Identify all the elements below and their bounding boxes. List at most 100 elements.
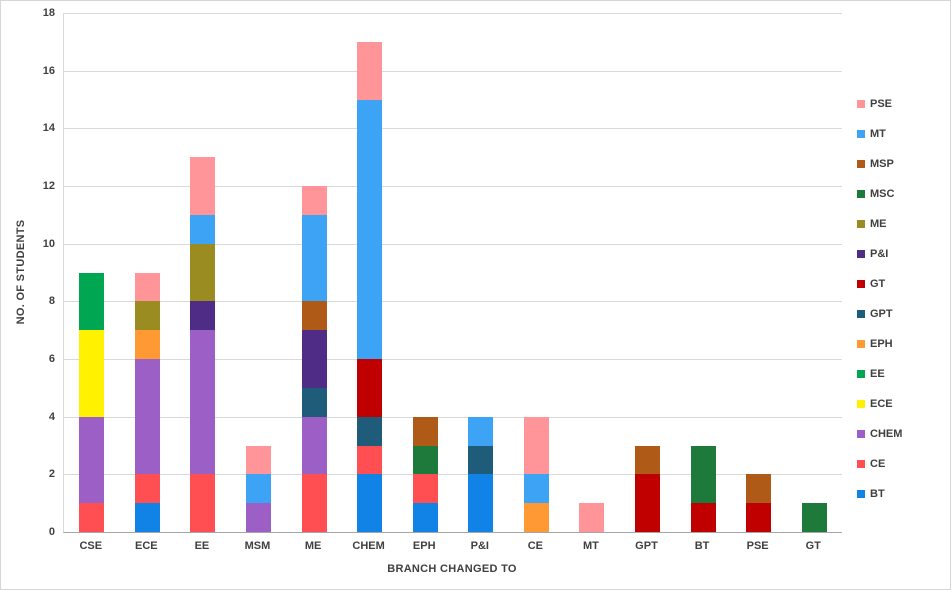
- legend-item-pse: PSE: [857, 89, 902, 119]
- bar-segment-pse-chem: [357, 41, 383, 100]
- x-tick-label-mt: MT: [582, 540, 599, 552]
- bar-segment-gpt-chem: [357, 416, 383, 446]
- legend-swatch-icon: [857, 280, 865, 288]
- legend-label: CHEM: [870, 428, 903, 440]
- bar-segment-msc-bt: [690, 445, 716, 504]
- bar-segment-msc-gt: [801, 503, 827, 532]
- bar-segment-gt-pse: [746, 503, 772, 532]
- bar-segment-msp-eph: [412, 416, 438, 446]
- gridline: [64, 13, 842, 14]
- legend-swatch-icon: [857, 130, 865, 138]
- legend-label: MSC: [870, 188, 895, 200]
- legend-label: MSP: [870, 158, 894, 170]
- legend-swatch-icon: [857, 100, 865, 108]
- x-tick-label-pi: P&I: [470, 540, 489, 552]
- legend-swatch-icon: [857, 460, 865, 468]
- bar-segment-eph-ece: [134, 330, 160, 359]
- bar-segment-gpt-me: [301, 387, 327, 417]
- plot-area: [63, 13, 842, 533]
- bar-segment-bt-eph: [412, 503, 438, 532]
- bar-segment-mt-me: [301, 214, 327, 302]
- gridline: [64, 359, 842, 360]
- legend-swatch-icon: [857, 190, 865, 198]
- x-tick-label-ece: ECE: [135, 540, 158, 552]
- legend-swatch-icon: [857, 160, 865, 168]
- legend-item-msc: MSC: [857, 179, 902, 209]
- legend-item-chem: CHEM: [857, 419, 902, 449]
- legend-item-pi: P&I: [857, 239, 902, 269]
- bar-segment-me-ee: [190, 243, 216, 302]
- bar-segment-ce-ee: [190, 474, 216, 532]
- legend-item-me: ME: [857, 209, 902, 239]
- gridline: [64, 301, 842, 302]
- legend-swatch-icon: [857, 220, 865, 228]
- bar-segment-ce-me: [301, 474, 327, 532]
- legend-label: MT: [870, 128, 886, 140]
- y-tick-label: 4: [48, 410, 55, 423]
- legend-item-ece: ECE: [857, 389, 902, 419]
- legend-swatch-icon: [857, 250, 865, 258]
- x-tick-label-eph: EPH: [412, 540, 436, 552]
- legend-label: P&I: [870, 248, 889, 260]
- bar-segment-gpt-pi: [468, 445, 494, 475]
- bar-segment-gt-chem: [357, 359, 383, 417]
- bar-segment-ee-cse: [79, 272, 105, 331]
- bar-segment-msp-pse: [746, 474, 772, 504]
- y-tick-label: 12: [42, 180, 55, 192]
- x-tick-label-cse: CSE: [79, 540, 103, 552]
- bar-segment-ce-chem: [357, 445, 383, 475]
- y-tick-label: 18: [42, 7, 55, 19]
- x-axis-title: BRANCH CHANGED TO: [387, 563, 517, 575]
- legend: PSE MT MSP MSC ME P&I GT GPT EPH EE ECE CHEM CE BT: [857, 89, 902, 509]
- bar-segment-eph-ce: [523, 503, 549, 532]
- legend-swatch-icon: [857, 310, 865, 318]
- legend-label: EE: [870, 368, 885, 380]
- bar-segment-bt-ece: [134, 503, 160, 532]
- y-tick-label: 0: [48, 526, 55, 538]
- legend-item-msp: MSP: [857, 149, 902, 179]
- legend-label: GT: [870, 278, 886, 290]
- bar-segment-pi-me: [301, 330, 327, 388]
- legend-item-mt: MT: [857, 119, 902, 149]
- y-tick-label: 8: [48, 295, 55, 308]
- bar-segment-pse-msm: [246, 445, 271, 475]
- bar-segment-msp-gpt: [635, 445, 660, 475]
- legend-swatch-icon: [857, 490, 865, 498]
- legend-label: ECE: [870, 398, 893, 410]
- bar-segment-chem-cse: [79, 416, 105, 504]
- bar-segment-msc-eph: [412, 445, 438, 475]
- bar-segment-ce-cse: [79, 503, 105, 532]
- legend-label: BT: [870, 488, 885, 500]
- gridline: [64, 71, 842, 72]
- bar-segment-gt-bt: [690, 503, 716, 532]
- legend-label: ME: [870, 218, 887, 230]
- legend-label: CE: [870, 458, 886, 470]
- bar-segment-pse-ce: [523, 416, 549, 475]
- bar-segment-bt-pi: [468, 474, 494, 532]
- legend-swatch-icon: [857, 370, 865, 378]
- bar-segment-ce-ece: [134, 474, 160, 504]
- legend-label: EPH: [870, 338, 893, 350]
- bar-segment-pse-me: [301, 186, 327, 215]
- y-tick-label: 2: [48, 468, 55, 481]
- legend-item-eph: EPH: [857, 329, 902, 359]
- x-tick-label-bt: BT: [694, 540, 710, 552]
- legend-swatch-icon: [857, 340, 865, 348]
- bar-segment-chem-me: [301, 416, 327, 475]
- bar-segment-mt-ce: [523, 474, 549, 504]
- x-tick-label-pse: PSE: [746, 540, 769, 552]
- legend-swatch-icon: [857, 400, 865, 408]
- bar-segment-pse-mt: [579, 503, 605, 532]
- legend-item-ce: CE: [857, 449, 902, 479]
- bar-segment-pse-ece: [134, 272, 160, 302]
- bar-segment-chem-ee: [190, 330, 216, 475]
- bar-segment-ece-cse: [79, 330, 105, 417]
- x-tick-label-ee: EE: [194, 540, 210, 552]
- gridline: [64, 474, 842, 475]
- legend-item-ee: EE: [857, 359, 902, 389]
- x-tick-label-ce: CE: [527, 540, 543, 552]
- bar-segment-mt-chem: [357, 99, 383, 359]
- bar-segment-chem-msm: [246, 503, 271, 532]
- gridline: [64, 417, 842, 418]
